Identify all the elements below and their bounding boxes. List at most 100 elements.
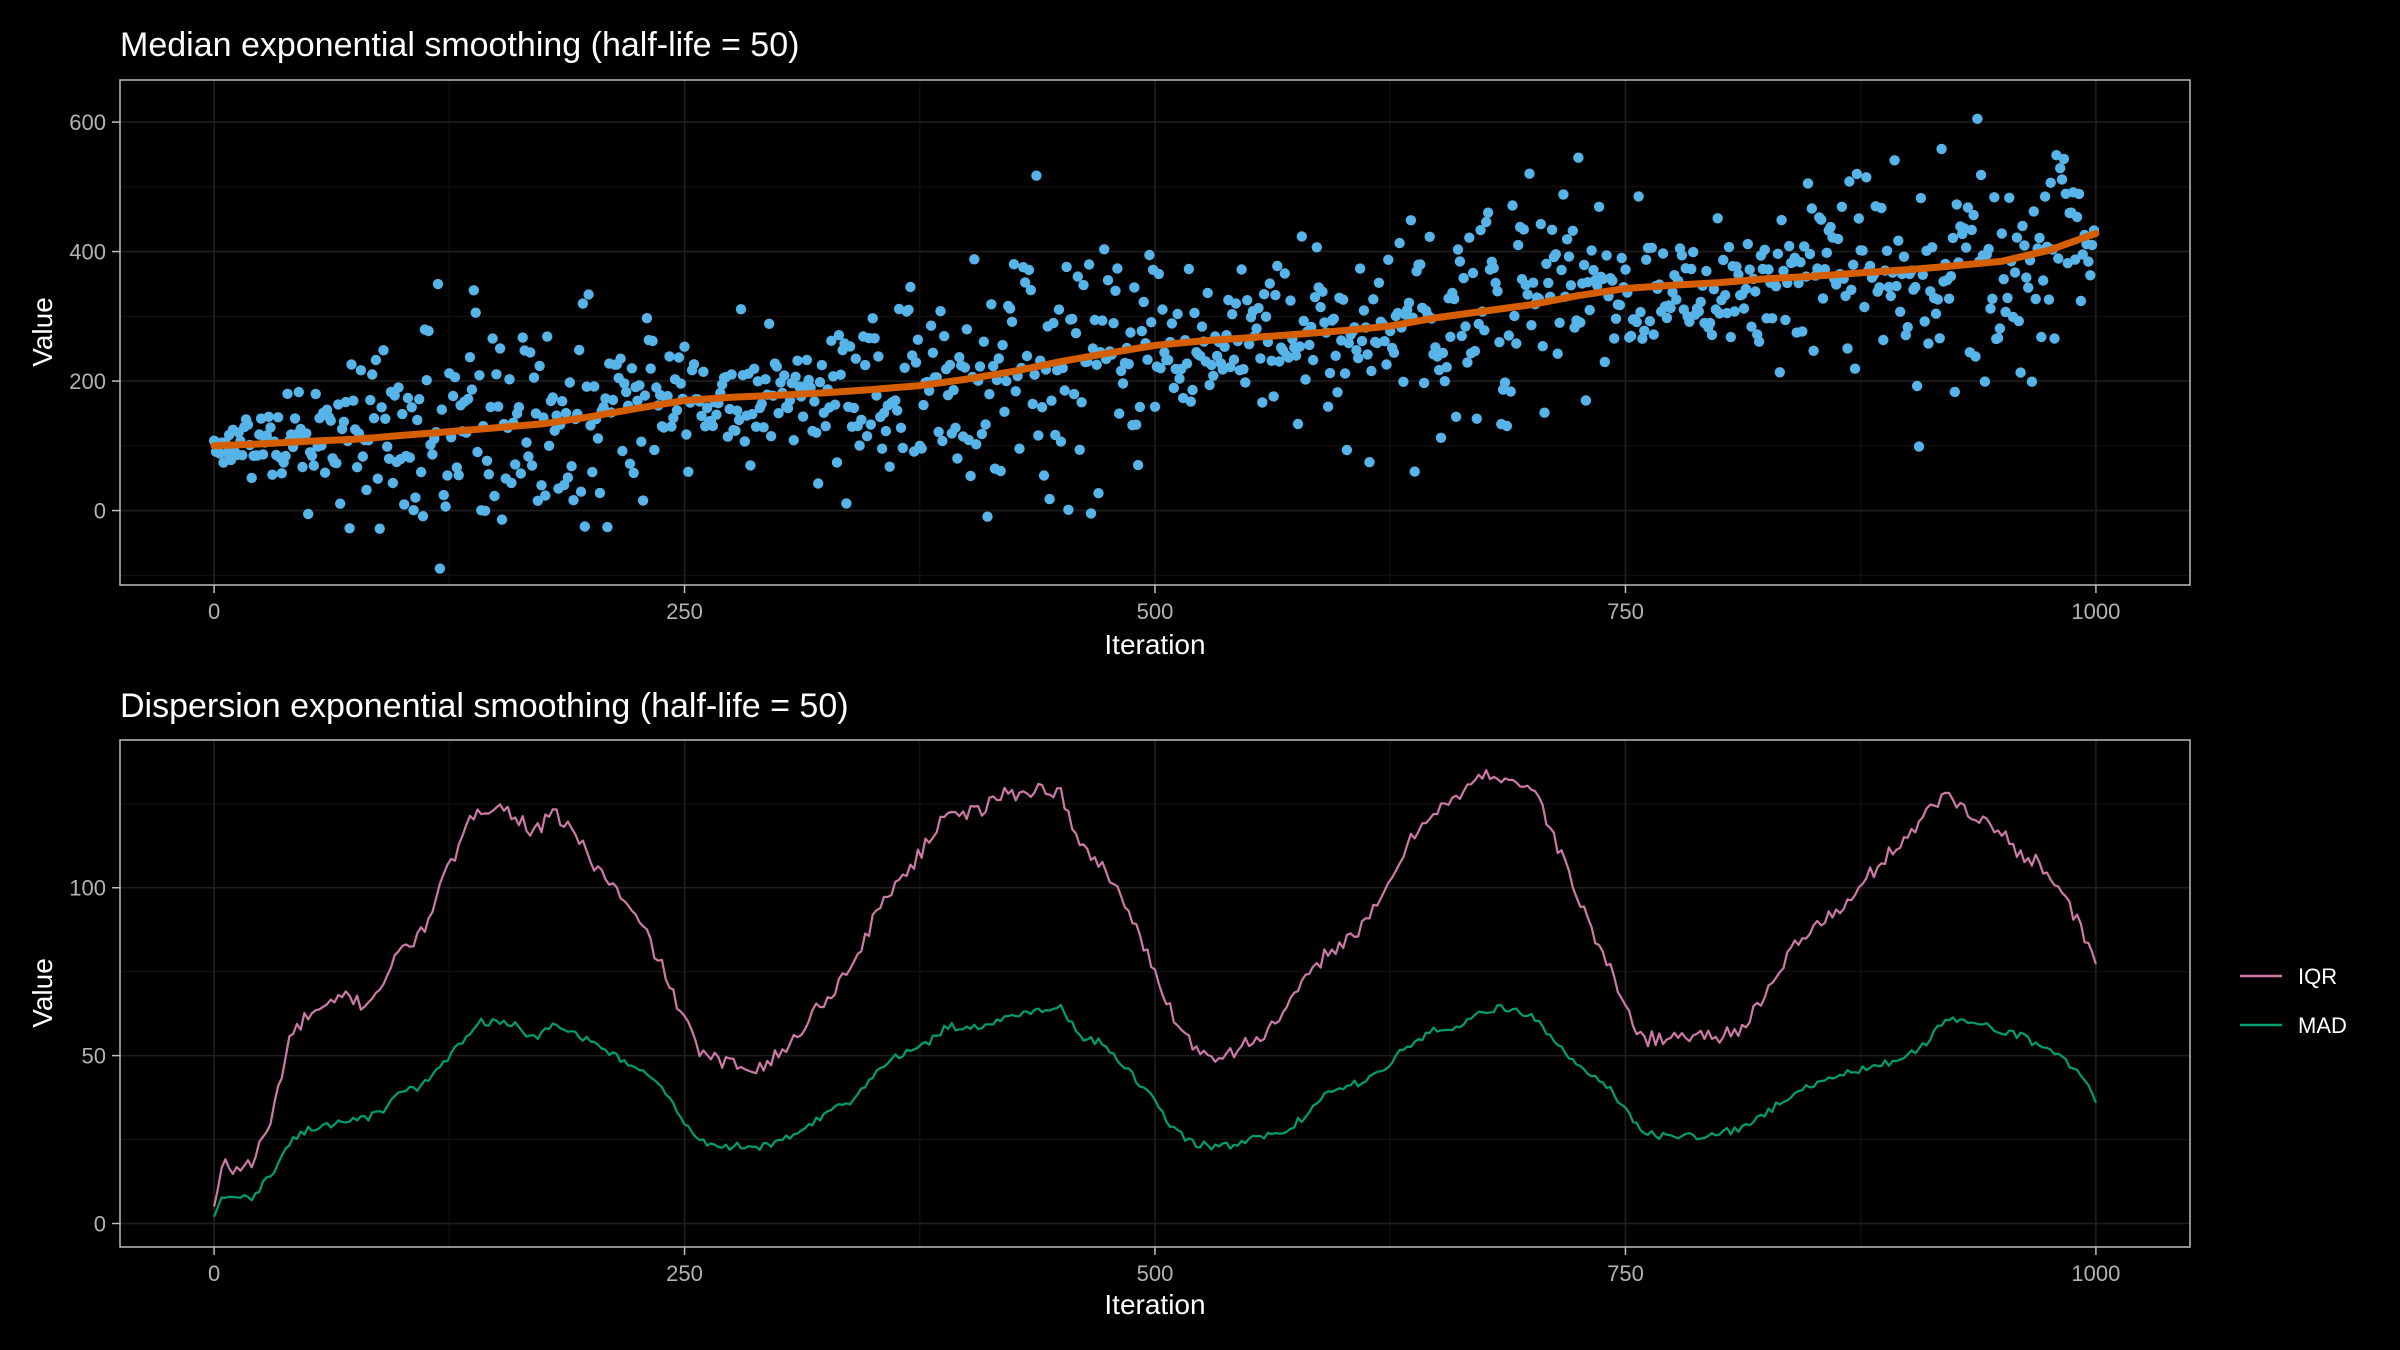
data-point <box>602 521 613 533</box>
data-point <box>1059 385 1070 396</box>
data-point <box>2013 315 2025 327</box>
data-point <box>2009 267 2021 278</box>
data-point <box>2034 232 2045 244</box>
data-point <box>1341 444 1353 456</box>
data-point <box>361 484 372 496</box>
data-point <box>397 408 408 420</box>
data-point <box>410 492 421 503</box>
data-point <box>1874 282 1885 293</box>
data-point <box>848 402 860 414</box>
data-point <box>583 289 594 300</box>
data-point <box>1842 343 1853 354</box>
data-point <box>1808 345 1819 356</box>
data-point <box>626 363 638 374</box>
data-point <box>809 396 820 407</box>
data-point <box>1565 280 1577 291</box>
data-point <box>971 439 982 450</box>
data-point <box>1556 264 1567 276</box>
data-point <box>1187 384 1198 396</box>
data-point <box>1036 402 1048 413</box>
data-point <box>965 470 976 482</box>
data-point <box>739 436 750 447</box>
data-point <box>829 399 841 410</box>
data-point <box>1454 256 1466 267</box>
data-point <box>688 359 700 370</box>
data-point <box>289 413 301 424</box>
data-point <box>331 458 342 469</box>
data-point <box>564 377 575 388</box>
data-point <box>1951 199 1962 210</box>
data-point <box>854 440 865 451</box>
data-point <box>1114 408 1125 419</box>
data-point <box>402 392 414 404</box>
data-point <box>1099 244 1110 255</box>
data-point <box>355 365 367 376</box>
data-point <box>1031 170 1042 181</box>
data-point <box>1272 260 1283 272</box>
series-line-mad <box>213 1003 2097 1218</box>
data-point <box>1738 303 1750 314</box>
data-point <box>1695 296 1706 308</box>
data-point <box>903 304 914 315</box>
data-point <box>1339 368 1351 379</box>
data-point <box>1550 249 1562 260</box>
data-point <box>1163 354 1174 366</box>
data-point <box>831 457 843 468</box>
data-point <box>1439 376 1451 387</box>
data-point <box>1353 353 1364 364</box>
median-x-tick-label: 250 <box>666 599 703 624</box>
data-point <box>1902 322 1913 333</box>
data-point <box>1019 277 1031 288</box>
data-point <box>1720 290 1731 301</box>
data-point <box>1900 329 1912 341</box>
data-point <box>2049 333 2060 344</box>
data-point <box>1055 436 1067 447</box>
data-point <box>1292 418 1304 430</box>
data-point <box>504 374 515 385</box>
data-point <box>1994 323 2006 334</box>
data-point <box>1949 386 1961 398</box>
data-point <box>1725 331 1737 343</box>
data-point <box>491 369 502 380</box>
data-point <box>526 460 538 471</box>
data-point <box>1351 345 1362 356</box>
data-point <box>344 523 355 534</box>
data-point <box>771 361 782 372</box>
data-point <box>1490 277 1501 289</box>
data-point <box>303 508 314 520</box>
data-point <box>1684 316 1695 327</box>
data-point <box>237 450 248 461</box>
data-point <box>1166 318 1178 329</box>
data-point <box>1501 420 1513 432</box>
data-point <box>581 381 592 392</box>
data-point <box>1181 358 1193 369</box>
data-point <box>594 487 606 499</box>
data-point <box>1853 213 1865 224</box>
median-x-tick-label: 1000 <box>2071 599 2120 624</box>
data-point <box>1430 342 1441 353</box>
data-point <box>1004 303 1016 314</box>
data-point <box>641 313 653 324</box>
data-point <box>1537 341 1548 352</box>
data-point <box>517 332 528 343</box>
data-point <box>939 331 950 342</box>
data-point <box>438 489 449 501</box>
data-point <box>1923 338 1934 349</box>
data-point <box>1219 341 1230 352</box>
data-point <box>2043 294 2055 305</box>
data-point <box>470 307 481 318</box>
data-point <box>873 351 884 362</box>
data-point <box>399 499 410 510</box>
data-point <box>1919 316 1930 327</box>
data-point <box>1992 332 2004 344</box>
data-point <box>2077 249 2088 260</box>
data-point <box>2083 256 2094 267</box>
data-point <box>1063 504 1074 515</box>
data-point <box>468 285 479 296</box>
data-point <box>1125 327 1136 338</box>
data-point <box>860 359 871 371</box>
data-point <box>1441 362 1452 373</box>
data-point <box>833 330 845 341</box>
data-point <box>1046 395 1057 406</box>
